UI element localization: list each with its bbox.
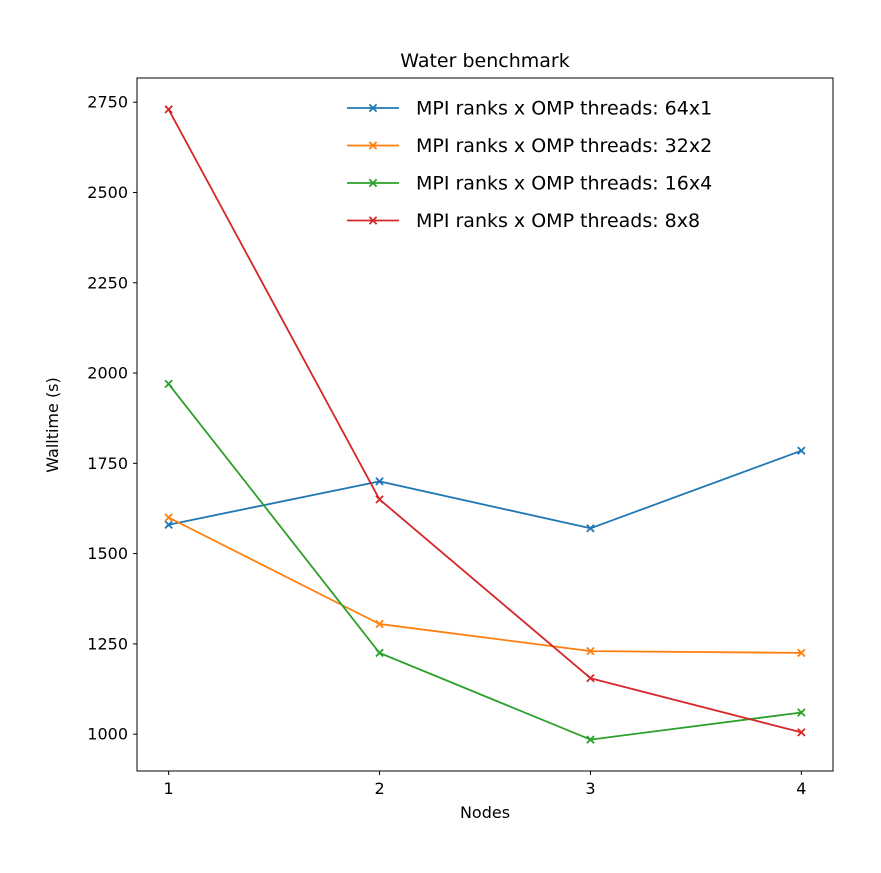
y-axis-label: Walltime (s) (43, 377, 62, 473)
legend-x-marker-1 (368, 141, 378, 150)
x-axis-label: Nodes (460, 803, 510, 822)
y-tick-label-2750: 2750 (87, 93, 128, 112)
y-tick-label-1750: 1750 (87, 454, 128, 473)
data-point-marker-s3-x3 (586, 673, 595, 683)
data-point-marker-s2-x1 (164, 379, 173, 389)
legend-x-marker-2 (368, 178, 378, 188)
series-line-1 (168, 516, 802, 654)
data-point-marker-s3-x4 (797, 728, 806, 737)
y-tick-label-1000: 1000 (87, 725, 128, 744)
x-axis-ticks: 1 2 3 4 (164, 771, 806, 798)
chart-title: Water benchmark (400, 50, 569, 72)
data-point-marker-s1-x4 (797, 648, 806, 658)
data-point-marker-s3-x2 (375, 495, 384, 504)
series-line-2 (167, 383, 802, 741)
legend-label-1: MPI ranks x OMP threads: 32x2 (416, 135, 712, 157)
series-group (164, 105, 806, 744)
axes-frame (136, 77, 834, 772)
series-line-3 (167, 108, 802, 734)
y-tick-label-2000: 2000 (87, 364, 128, 383)
y-tick-label-1250: 1250 (87, 634, 128, 653)
legend-item-2: MPI ranks x OMP threads: 16x4 (347, 173, 712, 195)
data-point-marker-s0-x1 (164, 520, 173, 529)
y-tick-label-1500: 1500 (87, 544, 128, 563)
data-point-marker-s0-x2 (375, 477, 384, 486)
legend-x-marker-3 (368, 216, 378, 225)
legend-item-1: MPI ranks x OMP threads: 32x2 (347, 135, 712, 157)
legend-label-2: MPI ranks x OMP threads: 16x4 (416, 173, 712, 195)
series-line-0 (168, 449, 802, 530)
data-point-marker-s1-x1 (164, 513, 173, 522)
data-point-marker-s2-x3 (586, 735, 595, 744)
y-tick-label-2500: 2500 (87, 183, 128, 202)
data-point-marker-s1-x3 (586, 646, 595, 656)
x-tick-label-4: 4 (796, 779, 806, 798)
data-point-marker-s0-x3 (586, 524, 595, 533)
data-point-marker-s1-x2 (375, 619, 384, 629)
x-tick-label-3: 3 (585, 779, 595, 798)
data-point-marker-s0-x4 (797, 446, 806, 455)
y-tick-label-2250: 2250 (87, 273, 128, 292)
legend-label-0: MPI ranks x OMP threads: 64x1 (416, 98, 712, 120)
legend-label-3: MPI ranks x OMP threads: 8x8 (416, 210, 700, 232)
x-tick-label-1: 1 (164, 779, 174, 798)
legend-item-0: MPI ranks x OMP threads: 64x1 (347, 98, 712, 120)
y-axis-ticks: 1000 1250 1500 1750 2000 2250 2500 2750 (87, 93, 137, 744)
data-point-marker-s3-x1 (164, 105, 173, 114)
legend: MPI ranks x OMP threads: 64x1 MPI ranks x… (347, 98, 712, 232)
legend-item-3: MPI ranks x OMP threads: 8x8 (347, 210, 700, 232)
data-point-marker-s2-x2 (375, 648, 384, 658)
data-point-marker-s2-x4 (797, 708, 806, 717)
x-tick-label-2: 2 (374, 779, 384, 798)
legend-x-marker-0 (368, 103, 378, 113)
